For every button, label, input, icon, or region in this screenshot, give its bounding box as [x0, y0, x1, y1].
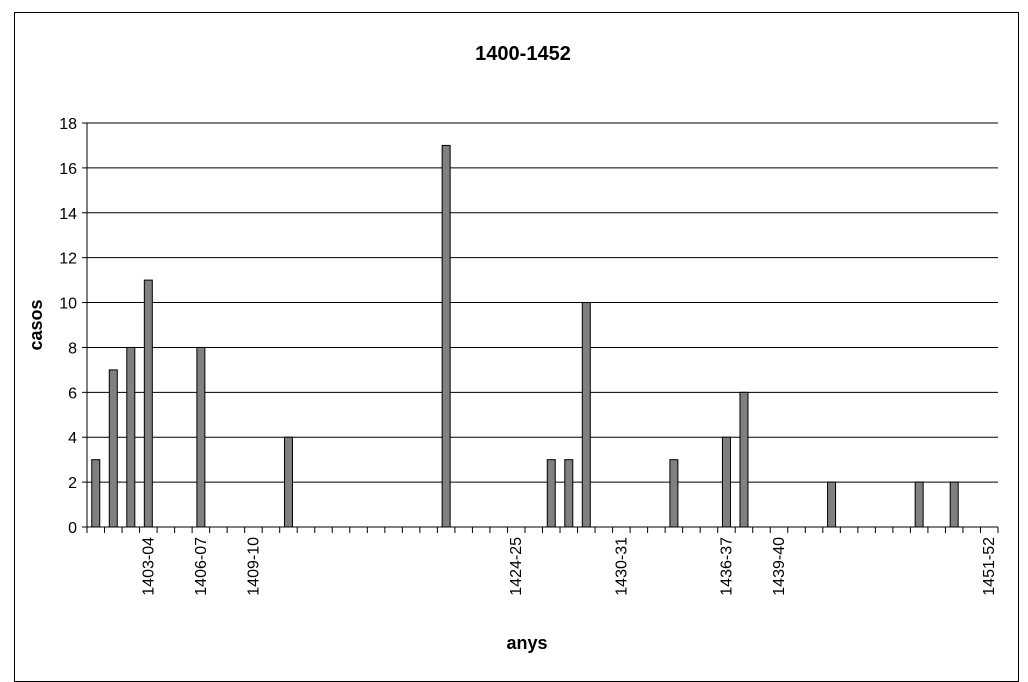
chart-title: 1400-1452 [475, 43, 571, 65]
y-tick-label: 10 [59, 296, 77, 313]
y-tick-label: 16 [59, 161, 77, 178]
chart-frame: 1400-1452 0 2 4 6 8 10 12 14 16 18 1403-04 1406-07 1… [14, 12, 1019, 682]
gridlines [87, 122, 998, 483]
bar [564, 459, 574, 528]
bar [669, 459, 679, 528]
bar [827, 481, 837, 528]
y-tick-label: 14 [59, 206, 77, 223]
x-tick-label: 1424-25 [508, 537, 525, 596]
x-tick-label: 1430-31 [613, 537, 630, 596]
bars [91, 144, 959, 528]
x-tick-label: 1406-07 [193, 537, 210, 596]
y-tick-label: 12 [59, 251, 77, 268]
bar [283, 436, 293, 528]
bar [108, 369, 118, 528]
bar [949, 481, 959, 528]
x-tick-label: 1403-04 [140, 537, 157, 596]
bar [581, 302, 591, 528]
bar [914, 481, 924, 528]
y-axis-title: casos [26, 299, 46, 350]
axes: 0 2 4 6 8 10 12 14 16 18 1403-04 1406-07 1409-10 1424… [59, 116, 999, 596]
bar [91, 459, 101, 528]
x-tick-label: 1409-10 [245, 537, 262, 596]
y-tick-label: 4 [68, 430, 77, 447]
bar [126, 346, 136, 528]
bar [721, 436, 731, 528]
bar [441, 144, 451, 528]
bar [143, 279, 153, 528]
y-tick-label: 0 [68, 520, 77, 537]
bar-chart: 1400-1452 0 2 4 6 8 10 12 14 16 18 1403-04 1406-07 1… [26, 43, 999, 653]
y-tick-label: 6 [68, 385, 77, 402]
x-tick-label: 1439-40 [771, 537, 788, 596]
y-tick-label: 2 [68, 475, 77, 492]
bar [739, 391, 749, 528]
bar [196, 346, 206, 528]
y-tick-label: 8 [68, 340, 77, 357]
bar [546, 459, 556, 528]
x-tick-label: 1451-52 [981, 537, 998, 596]
y-tick-label: 18 [59, 116, 77, 133]
x-tick-label: 1436-37 [718, 537, 735, 596]
x-axis-title: anys [506, 633, 547, 653]
